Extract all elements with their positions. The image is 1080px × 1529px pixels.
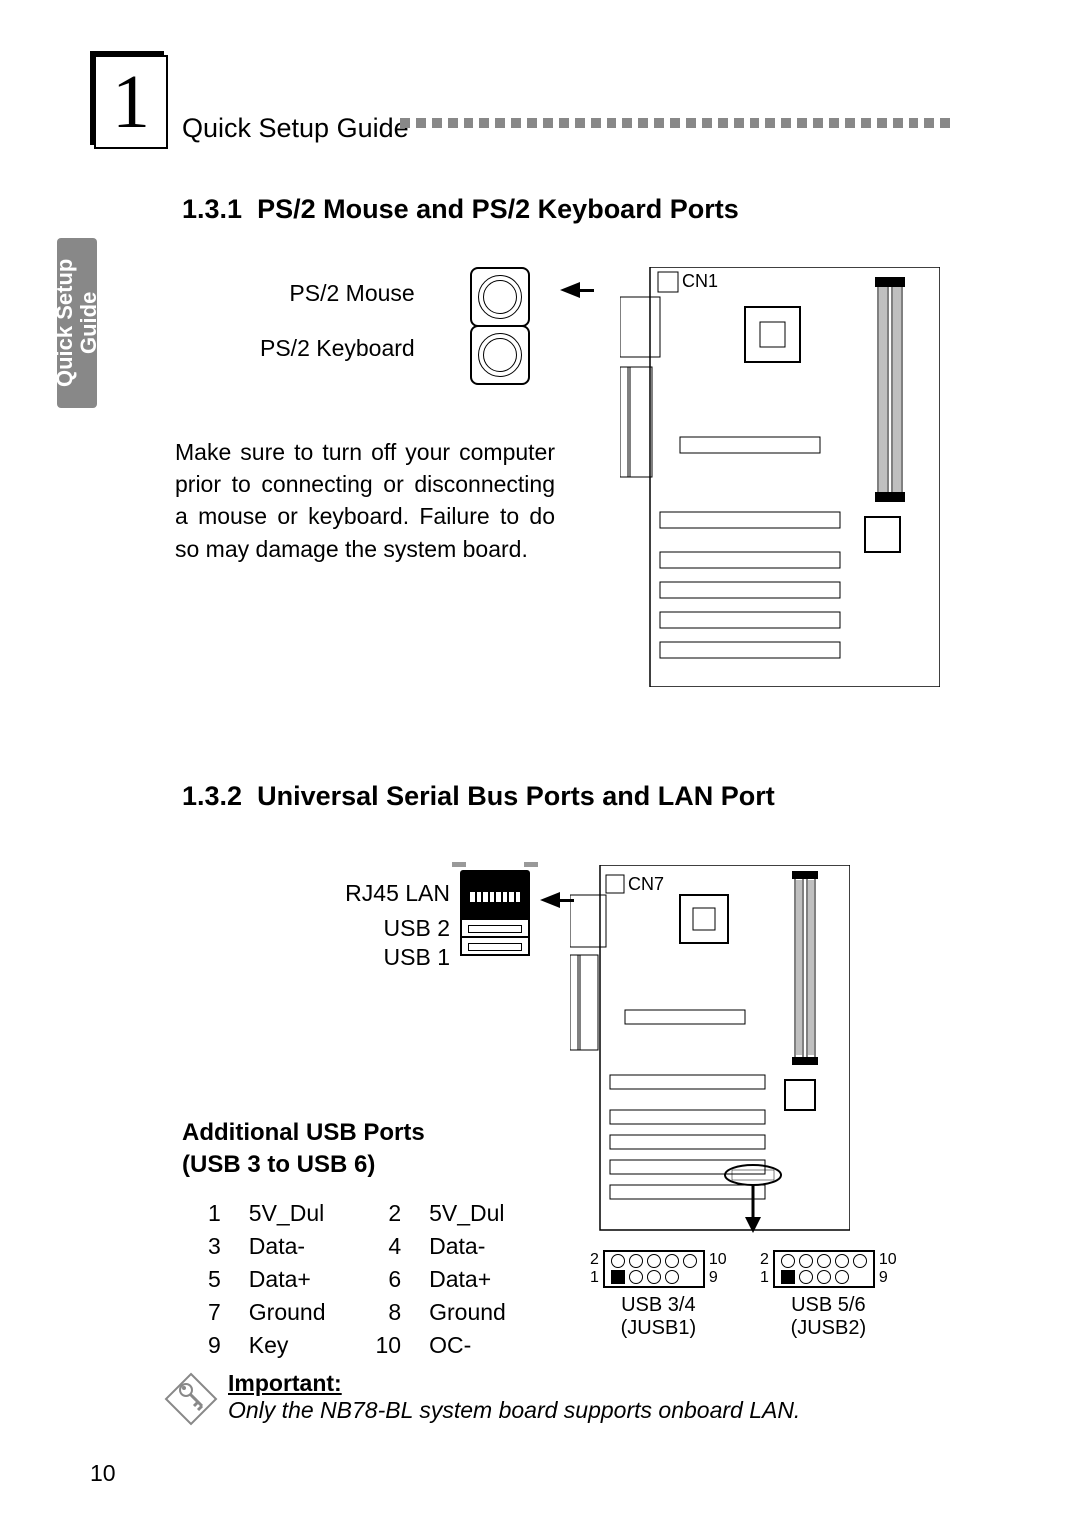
jusb2-label-bot: (JUSB2) bbox=[760, 1317, 897, 1340]
important-text: Only the NB78-BL system board supports o… bbox=[228, 1397, 800, 1423]
cn7-arrow bbox=[540, 888, 574, 912]
table-row: 9Key10OC- bbox=[200, 1330, 514, 1361]
arrow-left-icon bbox=[560, 282, 580, 298]
jusb1-pin2: 2 bbox=[590, 1251, 599, 1269]
section-132-num: 1.3.2 bbox=[182, 781, 242, 811]
section-132-text: Universal Serial Bus Ports and LAN Port bbox=[257, 781, 775, 811]
ps2-mouse-icon bbox=[470, 267, 530, 327]
paragraph-ps2-warning: Make sure to turn off your computer prio… bbox=[175, 436, 555, 565]
usb2-port-icon bbox=[460, 918, 530, 938]
jusb2-pin2: 2 bbox=[760, 1251, 769, 1269]
chapter-number: 1 bbox=[112, 64, 150, 140]
lan-port-labels: RJ45 LAN USB 2 USB 1 bbox=[305, 880, 450, 971]
jusb1-pin1: 1 bbox=[590, 1269, 599, 1287]
chapter-box: 1 bbox=[94, 55, 168, 149]
jusb1-label-top: USB 3/4 bbox=[590, 1294, 727, 1317]
rj45-label: RJ45 LAN bbox=[305, 880, 450, 907]
jusb1-pinbox bbox=[603, 1250, 705, 1288]
important-note: Important: Only the NB78-BL system board… bbox=[228, 1370, 800, 1424]
jusb2-pin9: 9 bbox=[879, 1269, 897, 1287]
ps2-labels: PS/2 Mouse PS/2 Keyboard bbox=[260, 280, 415, 390]
additional-usb-title: Additional USB Ports (USB 3 to USB 6) bbox=[182, 1117, 425, 1182]
key-icon bbox=[164, 1372, 218, 1431]
usb-pinout-table: 15V_Dul25V_Dul 3Data-4Data- 5Data+6Data+… bbox=[198, 1196, 516, 1363]
jusb1-pin9: 9 bbox=[709, 1269, 727, 1287]
jusb2-block: 2 1 10 9 USB 5/6 (JUSB2) bbox=[760, 1250, 897, 1340]
ps2-keyboard-label: PS/2 Keyboard bbox=[260, 335, 415, 362]
usb1-label: USB 1 bbox=[305, 944, 450, 971]
table-row: 15V_Dul25V_Dul bbox=[200, 1198, 514, 1229]
section-132-title: 1.3.2 Universal Serial Bus Ports and LAN… bbox=[182, 781, 775, 812]
addl-usb-line1: Additional USB Ports bbox=[182, 1119, 425, 1146]
motherboard-diagram-2: CN7 bbox=[570, 865, 850, 1250]
header-dots bbox=[400, 118, 950, 130]
important-header: Important: bbox=[228, 1370, 342, 1396]
table-row: 3Data-4Data- bbox=[200, 1231, 514, 1262]
rj45-jack-icon bbox=[460, 870, 530, 920]
ps2-mouse-label: PS/2 Mouse bbox=[260, 280, 415, 307]
side-tab: Quick Setup Guide bbox=[57, 238, 97, 408]
jusb1-pin10: 10 bbox=[709, 1251, 727, 1269]
table-row: 5Data+6Data+ bbox=[200, 1264, 514, 1295]
ps2-keyboard-icon bbox=[470, 325, 530, 385]
arrow-left-icon bbox=[540, 892, 560, 908]
ps2-port-icons bbox=[470, 267, 530, 383]
usb1-port-icon bbox=[460, 936, 530, 956]
section-131-title: 1.3.1 PS/2 Mouse and PS/2 Keyboard Ports bbox=[182, 194, 739, 225]
section-131-num: 1.3.1 bbox=[182, 194, 242, 224]
addl-usb-line2: (USB 3 to USB 6) bbox=[182, 1151, 375, 1178]
section-131-text: PS/2 Mouse and PS/2 Keyboard Ports bbox=[257, 194, 739, 224]
page-number: 10 bbox=[90, 1460, 116, 1487]
cn1-arrow bbox=[560, 278, 594, 302]
table-row: 7Ground8Ground bbox=[200, 1297, 514, 1328]
jusb1-block: 2 1 10 9 USB 3/4 (JUSB1) bbox=[590, 1250, 727, 1340]
header-title: Quick Setup Guide bbox=[182, 113, 409, 144]
jusb2-pin10: 10 bbox=[879, 1251, 897, 1269]
rj45-usb-stack-icon bbox=[460, 870, 530, 956]
jusb2-label-top: USB 5/6 bbox=[760, 1294, 897, 1317]
motherboard-diagram-1: CN1 bbox=[620, 267, 940, 692]
jusb1-label-bot: (JUSB1) bbox=[590, 1317, 727, 1340]
usb2-label: USB 2 bbox=[305, 915, 450, 942]
jusb2-pin1: 1 bbox=[760, 1269, 769, 1287]
svg-text:CN1: CN1 bbox=[682, 271, 718, 291]
svg-text:CN7: CN7 bbox=[628, 874, 664, 894]
jusb2-pinbox bbox=[773, 1250, 875, 1288]
